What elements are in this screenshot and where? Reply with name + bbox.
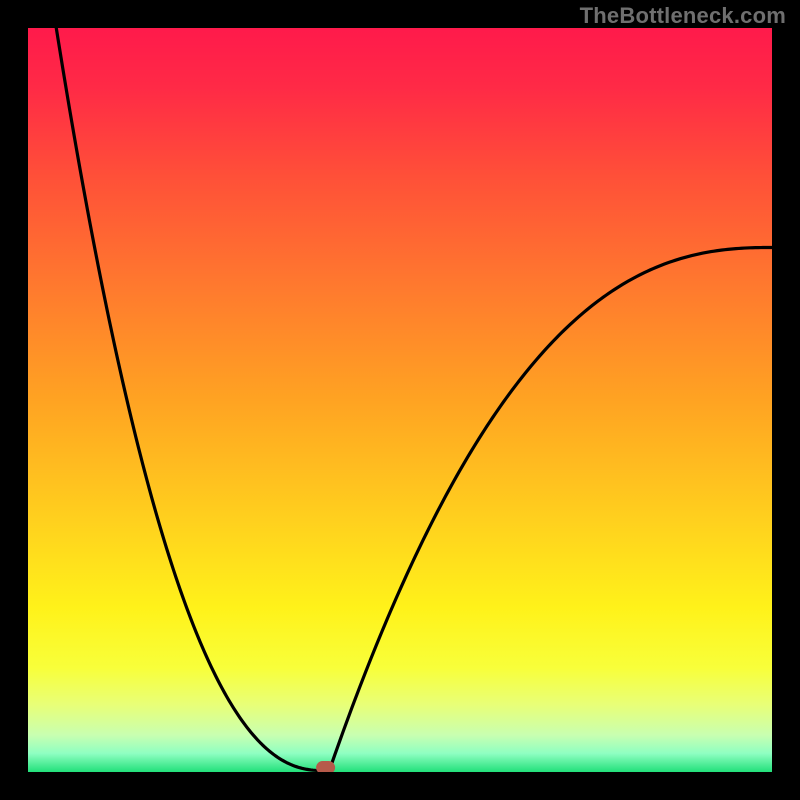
watermark-text: TheBottleneck.com: [580, 3, 786, 29]
chart-svg: [28, 28, 772, 772]
optimal-marker: [317, 762, 335, 772]
gradient-background: [28, 28, 772, 772]
outer-frame: TheBottleneck.com: [0, 0, 800, 800]
plot-area: [28, 28, 772, 772]
